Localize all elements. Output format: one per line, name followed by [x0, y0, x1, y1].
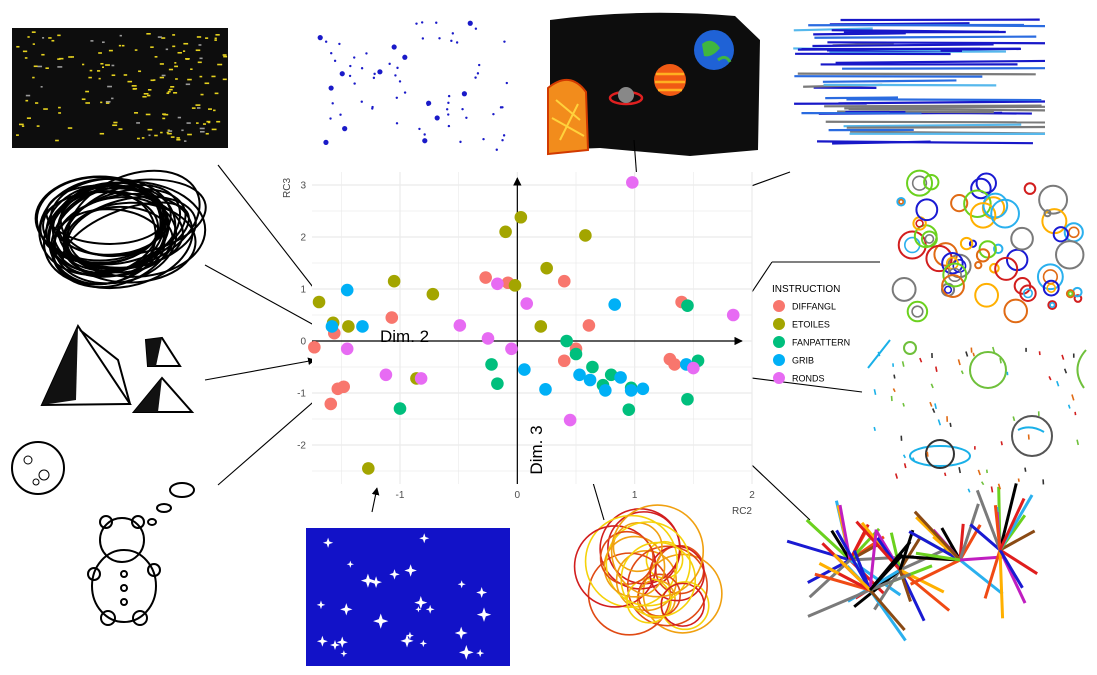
data-point-ronds [505, 343, 518, 356]
drawing-colored-fans [787, 483, 1037, 640]
drawing-mountains [42, 326, 192, 412]
x-axis-title: RC2 [732, 506, 752, 517]
data-point-ronds [491, 278, 504, 291]
data-point-etoiles [509, 279, 522, 292]
drawing-colored-rings [893, 171, 1084, 323]
data-point-fanpattern [491, 377, 504, 390]
data-point-fanpattern [681, 393, 694, 406]
x-axis-name: Dim. 2 [380, 327, 429, 346]
legend-label: FANPATTERN [792, 338, 850, 348]
x-tick-label: -1 [396, 490, 405, 501]
data-point-grib [625, 384, 638, 397]
drawing-planet-sketch [868, 340, 1086, 492]
legend-key [773, 372, 785, 384]
scatter-plot: -1 0 1 2 -2 -1 0 1 2 3 RC2 RC3 Dim. 2 Dim. 3 [282, 172, 755, 517]
legend-key [773, 300, 785, 312]
data-point-diffangl [558, 275, 571, 288]
data-point-grib [599, 384, 612, 397]
data-point-grib [518, 363, 531, 376]
data-point-grib [341, 284, 354, 297]
data-point-ronds [341, 343, 354, 356]
data-point-grib [637, 383, 650, 396]
data-point-fanpattern [623, 403, 636, 416]
legend: INSTRUCTION DIFFANGL ETOILES FANPATTERN GRI… [772, 284, 850, 384]
data-point-diffangl [324, 398, 337, 411]
data-point-fanpattern [570, 348, 583, 361]
y-tick-label: 1 [300, 285, 306, 296]
x-tick-label: 0 [515, 490, 521, 501]
data-point-diffangl [668, 358, 681, 371]
data-point-diffangl [479, 271, 492, 284]
data-point-grib [584, 374, 597, 387]
y-tick-label: 0 [300, 337, 306, 348]
data-point-fanpattern [586, 361, 599, 374]
drawing-moon [12, 442, 64, 494]
data-point-fanpattern [560, 335, 573, 348]
drawing-black-scribble-ball [30, 152, 214, 306]
data-point-grib [608, 298, 621, 311]
y-tick-label: 2 [300, 233, 306, 244]
data-point-ronds [415, 372, 428, 385]
data-point-ronds [482, 332, 495, 345]
data-point-etoiles [313, 296, 326, 309]
data-point-diffangl [558, 354, 571, 367]
data-point-ronds [380, 369, 393, 382]
legend-title: INSTRUCTION [772, 284, 840, 295]
data-point-grib [356, 320, 369, 333]
data-point-diffangl [385, 311, 398, 324]
data-point-etoiles [540, 262, 553, 275]
y-axis-title: RC3 [282, 178, 293, 198]
data-point-etoiles [388, 275, 401, 288]
data-point-grib [539, 383, 552, 396]
x-tick-label: 2 [749, 490, 755, 501]
data-point-diffangl [583, 319, 596, 332]
data-point-etoiles [427, 288, 440, 301]
data-point-etoiles [362, 462, 375, 475]
data-point-ronds [454, 319, 467, 332]
legend-key [773, 336, 785, 348]
data-point-fanpattern [394, 402, 407, 415]
y-tick-label: -1 [297, 389, 306, 400]
legend-label: ETOILES [792, 320, 830, 330]
data-point-grib [614, 371, 627, 384]
drawing-blue-dots [318, 21, 508, 151]
data-point-diffangl [332, 383, 345, 396]
data-point-etoiles [579, 229, 592, 242]
data-point-ronds [626, 176, 639, 189]
drawing-black-scribble-yellow-dots [12, 28, 228, 148]
drawing-bear [88, 483, 194, 625]
data-point-etoiles [535, 320, 548, 333]
legend-label: DIFFANGL [792, 302, 836, 312]
data-point-ronds [727, 309, 740, 322]
drawing-planets-on-black [548, 13, 760, 156]
drawing-blue-stars [306, 528, 510, 666]
data-point-grib [326, 320, 339, 333]
y-tick-label: 3 [300, 181, 306, 192]
data-point-ronds [687, 362, 700, 375]
legend-key [773, 354, 785, 366]
data-point-fanpattern [681, 299, 694, 312]
y-axis-name: Dim. 3 [527, 425, 546, 474]
data-point-ronds [520, 297, 533, 310]
data-point-ronds [564, 414, 577, 427]
drawing-blue-strokes [793, 20, 1045, 144]
data-point-fanpattern [485, 358, 498, 371]
x-tick-label: 1 [632, 490, 638, 501]
data-point-etoiles [515, 211, 528, 224]
legend-label: GRIB [792, 356, 814, 366]
data-point-etoiles [342, 320, 355, 333]
y-tick-label: -2 [297, 441, 306, 452]
legend-label: RONDS [792, 374, 825, 384]
data-point-diffangl [308, 341, 321, 354]
legend-key [773, 318, 785, 330]
drawing-concentric-circles [575, 505, 722, 635]
data-point-etoiles [499, 226, 512, 239]
